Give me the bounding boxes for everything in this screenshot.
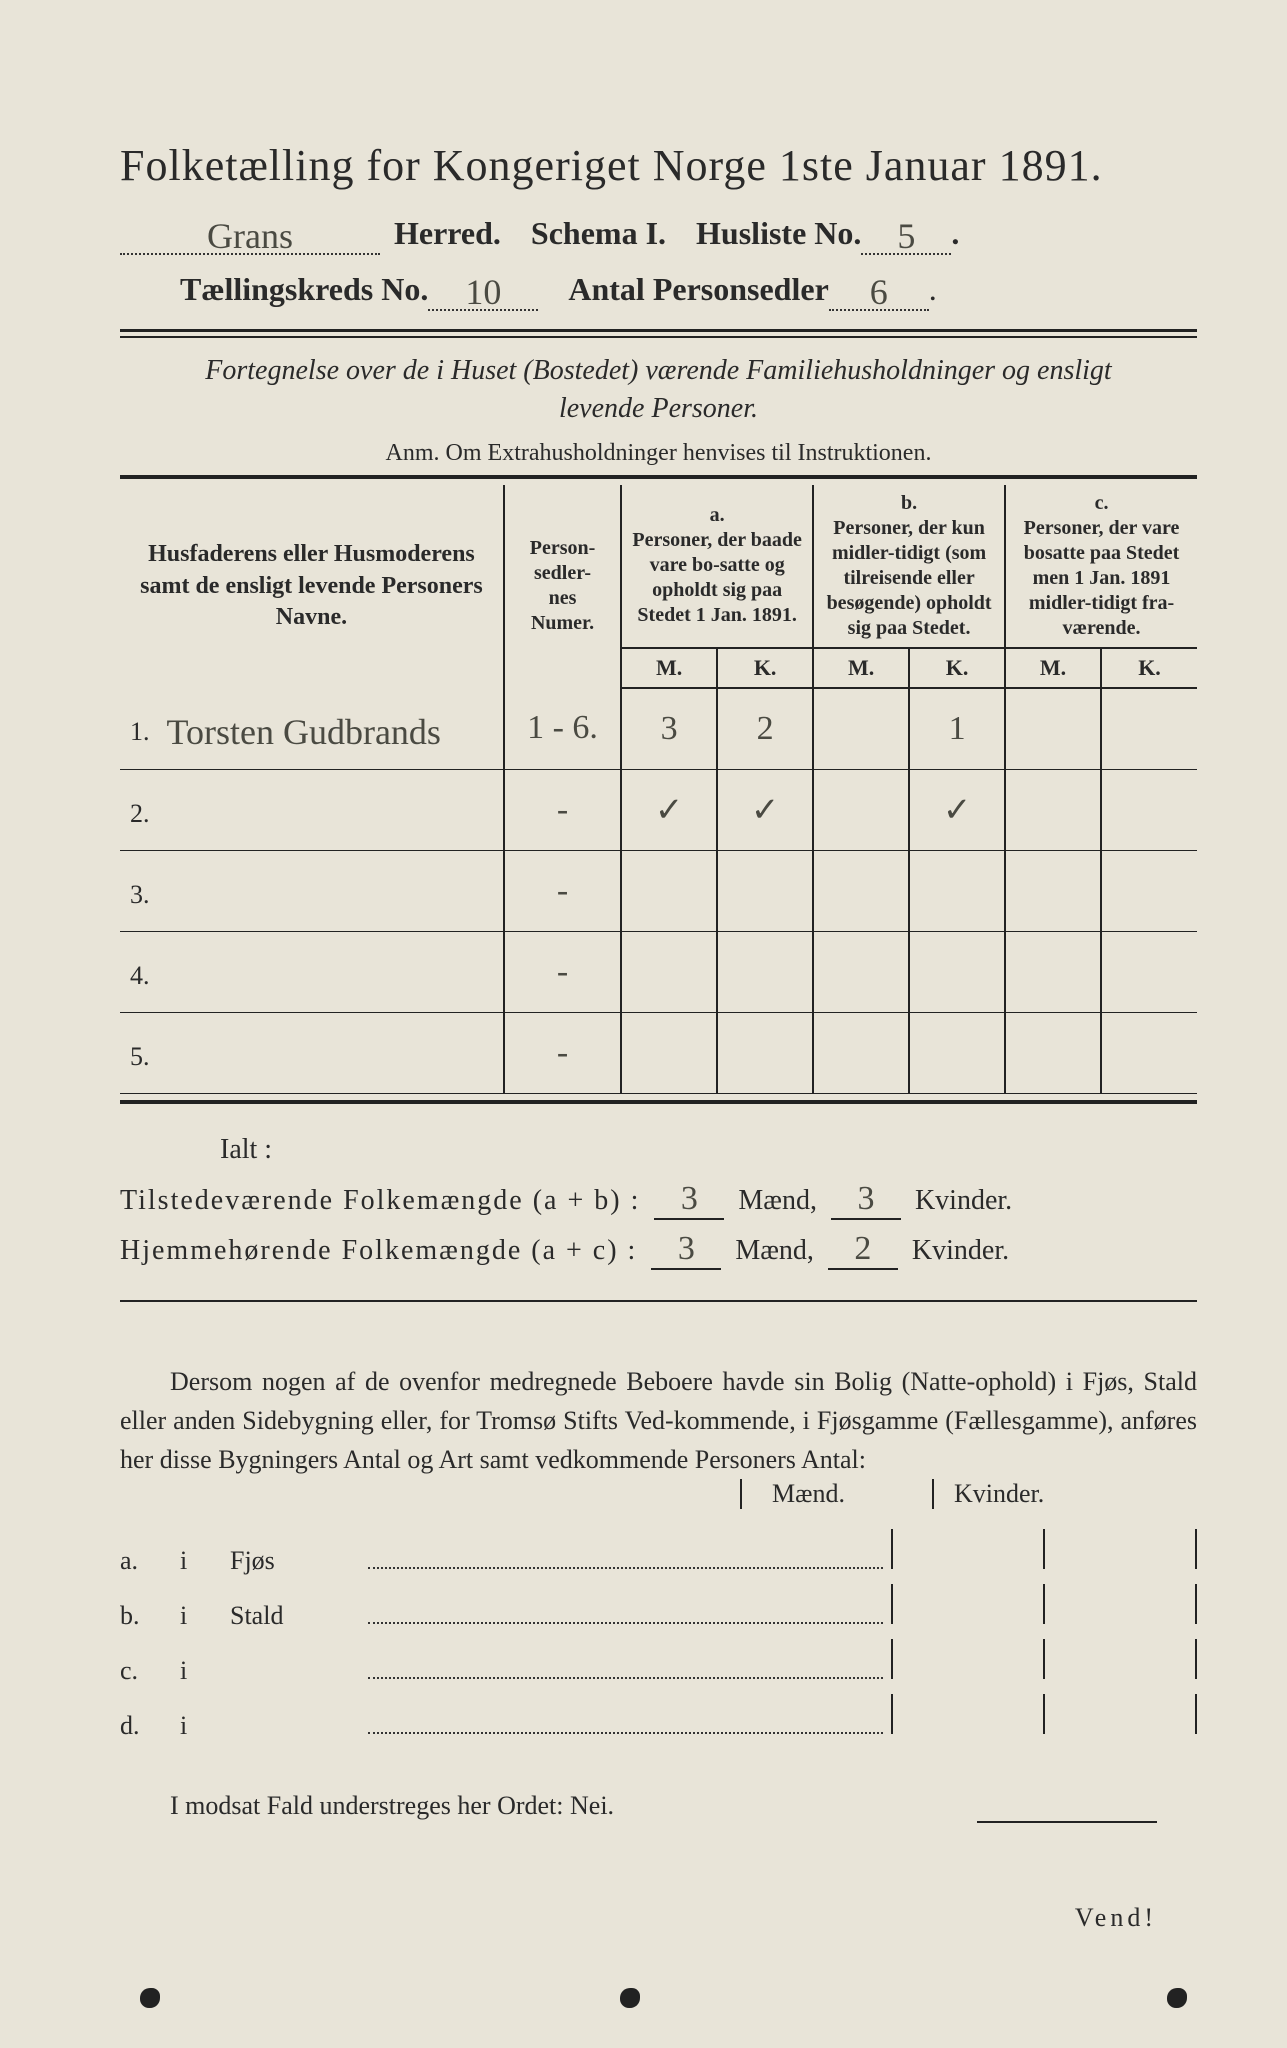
header-row-2: Tællingskreds No. 10 Antal Personsedler … <box>120 267 1197 311</box>
rule-divider <box>120 329 1197 338</box>
punch-hole-icon <box>1167 1988 1187 2008</box>
col-header-sedler: Person- sedler- nes Numer. <box>504 485 621 688</box>
totals-block: Ialt : Tilstedeværende Folkemængde (a + … <box>120 1134 1197 1270</box>
table-row: 3. - <box>120 850 1197 931</box>
schema-label: Schema I. <box>531 215 666 252</box>
ialt-label: Ialt : <box>220 1134 1197 1166</box>
husliste-value: 5 <box>897 216 915 256</box>
rule-divider <box>977 1821 1157 1823</box>
table-row: 5. - <box>120 1012 1197 1093</box>
census-table: Husfaderens eller Husmoderens samt de en… <box>120 485 1197 1094</box>
col-header-b: b. Personer, der kun midler-tidigt (som … <box>813 485 1005 648</box>
col-subheader-k: K. <box>717 648 813 688</box>
herred-value: Grans <box>207 216 293 256</box>
list-item: a.iFjøs <box>120 1529 1197 1576</box>
page-title: Folketælling for Kongeriget Norge 1ste J… <box>120 140 1197 191</box>
col-subheader-m: M. <box>813 648 909 688</box>
census-form-page: Folketælling for Kongeriget Norge 1ste J… <box>0 0 1287 2048</box>
totals-line-resident: Hjemmehørende Folkemængde (a + c) : 3 Mæ… <box>120 1230 1197 1270</box>
col-subheader-k: K. <box>1101 648 1197 688</box>
header-row-1: Grans Herred. Schema I. Husliste No. 5 . <box>120 211 1197 255</box>
husliste-label: Husliste No. <box>696 215 861 252</box>
nei-line: I modsat Fald understreges her Ordet: Ne… <box>120 1791 1197 1821</box>
kreds-value: 10 <box>465 272 501 312</box>
col-subheader-k: K. <box>909 648 1005 688</box>
rule-divider <box>120 1300 1197 1302</box>
list-item: c.i <box>120 1639 1197 1686</box>
col-header-c: c. Personer, der vare bosatte paa Stedet… <box>1005 485 1197 648</box>
col-subheader-m: M. <box>1005 648 1101 688</box>
anm-note: Anm. Om Extrahusholdninger henvises til … <box>120 440 1197 467</box>
list-item: d.i <box>120 1694 1197 1741</box>
buildings-paragraph: Dersom nogen af de ovenfor medregnede Be… <box>120 1362 1197 1479</box>
building-list: a.iFjøs b.iStald c.i d.i <box>120 1529 1197 1741</box>
table-row: 1. Torsten Gudbrands1 - 6.321 <box>120 688 1197 770</box>
punch-hole-icon <box>140 1988 160 2008</box>
rule-divider <box>120 1100 1197 1104</box>
vend-label: Vend! <box>120 1903 1157 1933</box>
table-row: 4. - <box>120 931 1197 1012</box>
personsedler-value: 6 <box>870 272 888 312</box>
mk-header: Mænd. Kvinder. <box>740 1479 1197 1509</box>
totals-line-present: Tilstedeværende Folkemængde (a + b) : 3 … <box>120 1180 1197 1220</box>
kreds-label: Tællingskreds No. <box>180 271 428 308</box>
herred-label: Herred. <box>394 215 501 252</box>
punch-hole-icon <box>620 1988 640 2008</box>
col-subheader-m: M. <box>621 648 717 688</box>
table-row: 2. -✓✓✓ <box>120 769 1197 850</box>
personsedler-label: Antal Personsedler <box>568 271 828 308</box>
list-item: b.iStald <box>120 1584 1197 1631</box>
col-header-names: Husfaderens eller Husmoderens samt de en… <box>120 485 504 688</box>
rule-divider <box>120 475 1197 479</box>
form-subtitle: Fortegnelse over de i Huset (Bostedet) v… <box>160 352 1157 428</box>
col-header-a: a. Personer, der baade vare bo-satte og … <box>621 485 813 648</box>
